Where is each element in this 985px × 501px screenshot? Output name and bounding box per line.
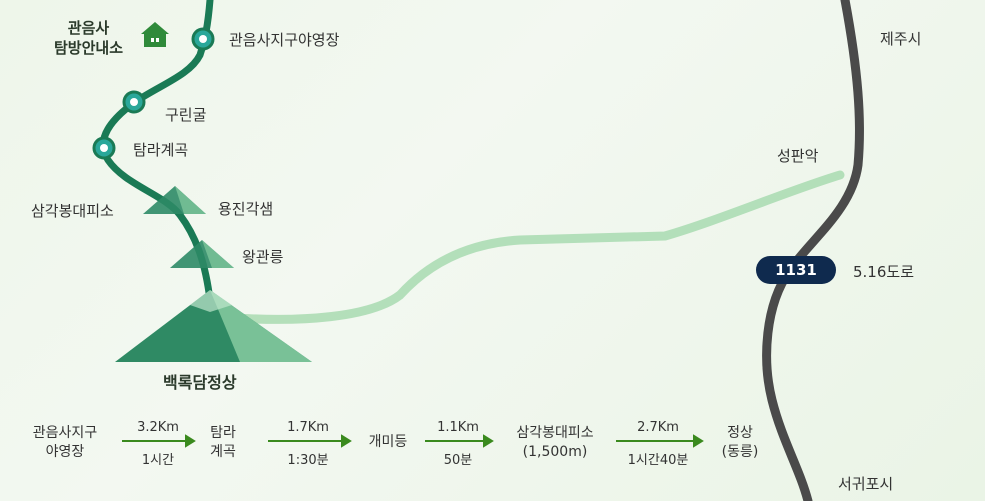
visitor-center-line2: 탐방안내소: [54, 39, 124, 57]
itinerary-stop-4: 삼각봉대피소 (1,500m): [500, 424, 610, 462]
stop-2-line1: 탐라: [210, 425, 236, 441]
visitor-center-house-icon: [141, 22, 169, 47]
label-jeju-city: 제주시: [880, 30, 922, 48]
leg-3-distance: 1.1Km: [437, 420, 479, 435]
label-yongjin-hut: 용진각샘: [218, 200, 274, 218]
leg-2-distance: 1.7Km: [287, 420, 329, 435]
leg-4-distance: 2.7Km: [637, 420, 679, 435]
label-summit: 백록담정상: [163, 373, 237, 392]
leg-4-time: 1시간40분: [627, 453, 689, 468]
leg-1-distance: 3.2Km: [137, 420, 179, 435]
summit-mountain-crater: [190, 290, 232, 312]
stop-4-line2: (1,500m): [522, 444, 588, 460]
label-wanggwan: 왕관릉: [242, 248, 284, 266]
label-seogwipo: 서귀포시: [838, 475, 894, 493]
leg-1-time: 1시간: [141, 453, 175, 468]
itinerary-stop-3: 개미등: [358, 433, 418, 452]
label-samgak-shelter: 삼각봉대피소: [31, 202, 114, 220]
stop-5-line2: (동릉): [721, 444, 759, 460]
visitor-center-label: 관음사 탐방안내소: [54, 18, 123, 58]
visitor-center-line1: 관음사: [67, 19, 110, 37]
road-516-line: [762, 0, 864, 501]
label-road-516: 5.16도로: [853, 263, 914, 281]
itinerary-arrows: [122, 434, 704, 448]
leg-3-time: 50분: [443, 453, 473, 468]
stop-2-line2: 계곡: [210, 444, 236, 460]
label-gwaneumsa-camp: 관음사지구야영장: [229, 31, 340, 49]
leg-2-time: 1:30분: [287, 453, 329, 468]
label-tamra-valley: 탐라계곡: [133, 141, 189, 159]
summit-mountain-highlight: [210, 290, 312, 362]
itinerary-stop-2: 탐라 계곡: [198, 424, 248, 462]
stop-1-line2: 야영장: [45, 444, 85, 460]
road-number-badge: 1131: [756, 256, 836, 284]
itinerary-stop-5: 정상 (동릉): [708, 424, 772, 462]
label-seongpanak: 성판악: [777, 147, 819, 165]
samgak-peak-highlight: [175, 186, 206, 214]
stop-1-line1: 관음사지구: [32, 425, 98, 441]
itinerary-stop-1: 관음사지구 야영장: [15, 424, 115, 462]
label-gurin-cave: 구린굴: [165, 106, 207, 124]
stop-3-line1: 개미등: [368, 434, 408, 450]
wanggwan-peak-highlight: [202, 240, 234, 268]
seongpanak-trail: [230, 170, 845, 324]
stop-4-line1: 삼각봉대피소: [516, 425, 594, 441]
stop-5-line1: 정상: [727, 425, 753, 441]
